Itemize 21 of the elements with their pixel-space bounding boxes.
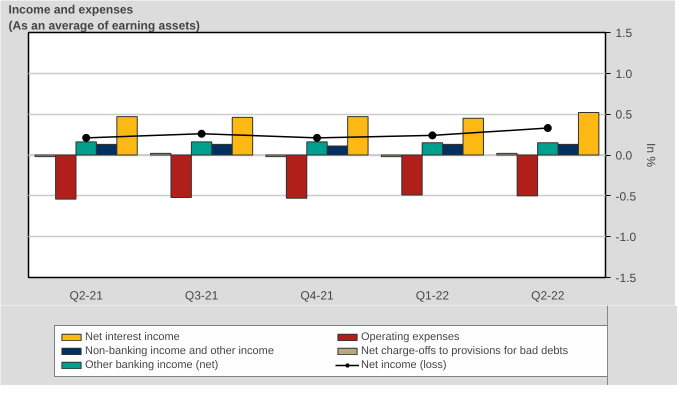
x-tick-label: Q3-21 bbox=[184, 288, 219, 302]
legend-label: Other banking income (net) bbox=[85, 358, 220, 372]
x-tick-label: Q2-22 bbox=[531, 288, 565, 302]
y-tick-label: 0.5 bbox=[616, 108, 633, 122]
legend-label: Net charge-offs to provisions for bad debts bbox=[361, 344, 570, 358]
x-tick-label: Q1-22 bbox=[416, 288, 450, 302]
y-tick-label: -1.0 bbox=[616, 230, 637, 244]
legend-label: Non-banking income and other income bbox=[85, 344, 275, 358]
y2-axis-title: In % bbox=[644, 142, 658, 168]
y-tick-label: 0.0 bbox=[616, 148, 633, 162]
legend-label: Net interest income bbox=[85, 330, 181, 344]
x-tick-label: Q4-21 bbox=[300, 288, 334, 302]
y-tick-label: 1.0 bbox=[616, 66, 633, 81]
y-tick-label: -0.5 bbox=[616, 189, 637, 204]
y-tick-label: 1.5 bbox=[616, 26, 633, 40]
legend-label: Net income (loss) bbox=[361, 358, 448, 372]
chart-subtitle: (As an average of earning assets) bbox=[8, 18, 200, 32]
chart-title: Income and expenses bbox=[8, 2, 134, 16]
x-tick-label: Q2-21 bbox=[70, 288, 104, 302]
y-tick-label: -1.5 bbox=[616, 271, 637, 285]
legend-label: Operating expenses bbox=[361, 330, 460, 344]
